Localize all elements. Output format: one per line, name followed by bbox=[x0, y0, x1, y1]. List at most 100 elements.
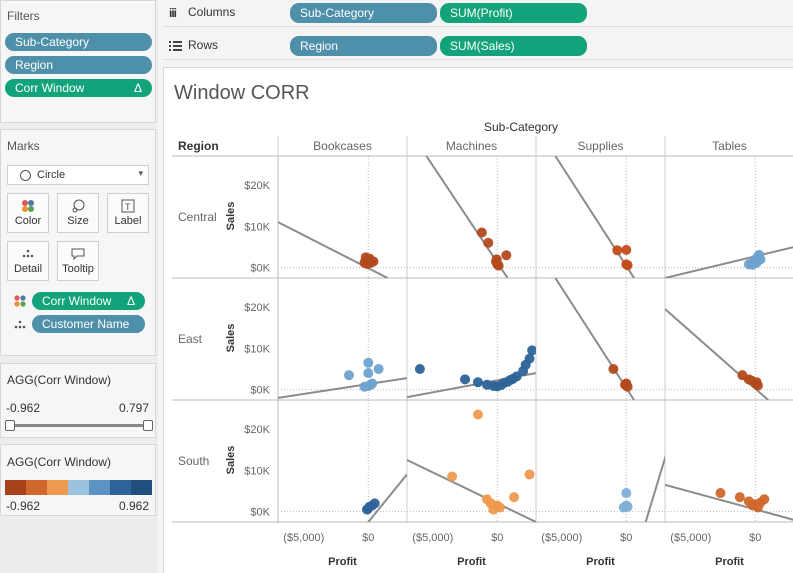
data-point bbox=[472, 377, 483, 388]
detail-button-label: Detail bbox=[13, 263, 43, 275]
y-tick-label: $10K bbox=[244, 343, 270, 355]
left-panel: Filters Sub-Category Region Corr Window Δ… bbox=[0, 0, 158, 573]
data-point bbox=[622, 501, 633, 512]
pane-east-tables bbox=[665, 308, 769, 400]
color-dots-icon bbox=[8, 199, 48, 213]
trend-line bbox=[278, 221, 389, 278]
filters-card: Filters Sub-Category Region Corr Window Δ bbox=[0, 0, 156, 123]
x-axis-title-profit: Profit bbox=[715, 556, 744, 568]
range-slider-handle-min[interactable] bbox=[5, 420, 15, 431]
pane-central-machines bbox=[425, 156, 512, 278]
marks-title: Marks bbox=[7, 139, 40, 153]
data-point bbox=[483, 237, 494, 248]
tooltip-button[interactable]: Tooltip bbox=[57, 241, 99, 281]
pane-south-bookcases bbox=[362, 473, 407, 522]
rows-pill-region[interactable]: Region bbox=[290, 36, 437, 56]
x-tick-label: ($5,000) bbox=[412, 532, 453, 544]
range-slider-handle-max[interactable] bbox=[143, 420, 153, 431]
color-dots-icon bbox=[13, 294, 27, 313]
color-legend-title: AGG(Corr Window) bbox=[7, 455, 112, 469]
label-button[interactable]: T Label bbox=[107, 193, 149, 233]
mark-type-dropdown[interactable]: Circle ▾ bbox=[7, 165, 149, 185]
data-point bbox=[362, 504, 373, 515]
rows-pill-sum-sales[interactable]: SUM(Sales) bbox=[440, 36, 587, 56]
trend-line bbox=[644, 454, 665, 522]
scatter-matrix-chart: Sub-Category Region Bookcases Machines Suppl… bbox=[172, 120, 793, 568]
color-legend-max: 0.962 bbox=[118, 499, 149, 513]
trend-line bbox=[554, 278, 635, 400]
data-point bbox=[524, 469, 535, 480]
data-point bbox=[622, 260, 633, 271]
detail-button[interactable]: Detail bbox=[7, 241, 49, 281]
x-tick-label: $0 bbox=[362, 532, 374, 544]
color-legend-step bbox=[47, 480, 68, 495]
data-point bbox=[502, 376, 513, 387]
data-point bbox=[620, 379, 631, 390]
data-point bbox=[612, 245, 623, 256]
data-point bbox=[460, 374, 471, 385]
columns-pill-sub-category[interactable]: Sub-Category bbox=[290, 3, 437, 23]
filter-pill-corr-window[interactable]: Corr Window Δ bbox=[5, 79, 152, 97]
delta-icon: Δ bbox=[133, 81, 142, 95]
x-tick-label: ($5,000) bbox=[541, 532, 582, 544]
marks-pill-corr-window[interactable]: Corr Window Δ bbox=[32, 292, 145, 310]
y-tick-label: $0K bbox=[250, 507, 270, 519]
trend-line bbox=[407, 459, 536, 522]
data-point bbox=[621, 488, 632, 499]
data-point bbox=[493, 260, 504, 271]
y-axis-title-sales: Sales bbox=[225, 324, 237, 353]
x-tick-label: ($5,000) bbox=[283, 532, 324, 544]
filter-pill-sub-category[interactable]: Sub-Category bbox=[5, 33, 152, 51]
color-button[interactable]: Color bbox=[7, 193, 49, 233]
column-header-sub-category: Sub-Category bbox=[484, 120, 558, 134]
y-axis-title-sales: Sales bbox=[225, 202, 237, 231]
shelf-pill-label: SUM(Profit) bbox=[450, 6, 513, 20]
pane-south-supplies bbox=[618, 454, 665, 522]
pane-east-supplies bbox=[554, 278, 635, 400]
data-point bbox=[752, 502, 763, 513]
pane-south-tables bbox=[665, 483, 793, 521]
rows-shelf[interactable]: Rows Region SUM(Sales) bbox=[163, 33, 793, 60]
data-point bbox=[414, 363, 425, 374]
columns-pill-sum-profit[interactable]: SUM(Profit) bbox=[440, 3, 587, 23]
marks-pill-customer-name[interactable]: Customer Name bbox=[32, 315, 145, 333]
filter-pill-label: Region bbox=[15, 58, 54, 72]
x-tick-label: $0 bbox=[749, 532, 761, 544]
y-tick-label: $0K bbox=[250, 385, 270, 397]
data-point bbox=[367, 378, 378, 389]
data-point bbox=[759, 494, 770, 505]
column-label-bookcases: Bookcases bbox=[313, 139, 372, 153]
data-point bbox=[476, 227, 487, 238]
row-label-central: Central bbox=[178, 210, 217, 224]
color-legend-step bbox=[131, 480, 152, 495]
color-button-label: Color bbox=[14, 215, 42, 227]
data-point bbox=[447, 471, 458, 482]
filter-pill-region[interactable]: Region bbox=[5, 56, 152, 74]
tooltip-button-label: Tooltip bbox=[62, 263, 94, 275]
color-legend-card: AGG(Corr Window) -0.962 0.962 bbox=[0, 444, 156, 516]
shelf-pill-label: SUM(Sales) bbox=[450, 39, 515, 53]
pane-south-machines bbox=[407, 409, 536, 522]
data-point bbox=[524, 353, 535, 364]
color-legend-ramp bbox=[5, 480, 152, 495]
viz-view: Window CORR Sub-Category Region Bookcases M… bbox=[163, 67, 793, 573]
filter-pill-label: Corr Window bbox=[15, 81, 85, 95]
data-point bbox=[363, 368, 374, 379]
columns-shelf[interactable]: iii Columns Sub-Category SUM(Profit) bbox=[163, 0, 793, 27]
rows-shelf-label: Rows bbox=[188, 38, 219, 52]
svg-text:T: T bbox=[125, 202, 131, 212]
size-button[interactable]: Size bbox=[57, 193, 99, 233]
range-slider-track[interactable] bbox=[10, 424, 147, 427]
range-filter-title: AGG(Corr Window) bbox=[7, 373, 112, 387]
delta-icon: Δ bbox=[126, 294, 135, 308]
column-label-machines: Machines bbox=[446, 139, 497, 153]
circle-icon bbox=[20, 170, 31, 181]
filters-title: Filters bbox=[7, 9, 40, 23]
color-legend-step bbox=[5, 480, 26, 495]
range-filter-min: -0.962 bbox=[6, 401, 41, 415]
row-header-region: Region bbox=[178, 139, 219, 153]
data-point bbox=[608, 363, 619, 374]
view-title: Window CORR bbox=[174, 82, 310, 104]
data-point bbox=[734, 492, 745, 503]
y-tick-label: $0K bbox=[250, 263, 270, 275]
